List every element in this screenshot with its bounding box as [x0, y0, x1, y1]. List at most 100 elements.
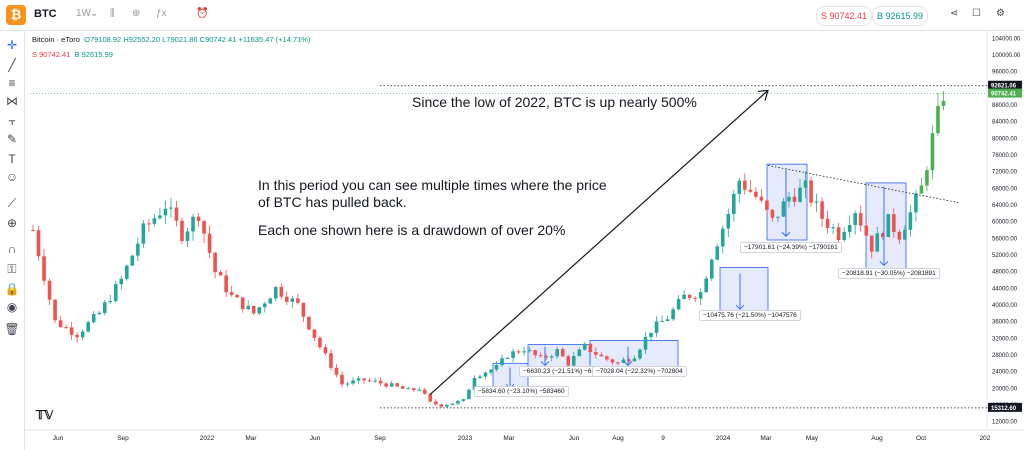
candle-body	[47, 280, 52, 300]
candle-body	[158, 215, 162, 219]
indicators-icon[interactable]: ƒx	[156, 8, 167, 19]
lock-icon[interactable]: 🔒	[4, 282, 20, 296]
y-tick-label: 100000.00	[992, 53, 1021, 59]
candle-body	[389, 383, 394, 387]
body-annotation-3: Each one shown here is a drawdown of ove…	[258, 222, 566, 238]
candle-body	[125, 265, 129, 279]
crosshair-icon[interactable]: ✛	[6, 38, 18, 52]
candle-body	[191, 216, 195, 232]
candle-body	[467, 389, 471, 400]
emoji-icon[interactable]: ☺	[5, 170, 19, 184]
candle-body	[257, 307, 262, 314]
candle-body	[858, 213, 863, 226]
candle-body	[218, 272, 223, 276]
candle-body	[340, 374, 344, 385]
text-icon[interactable]: T	[8, 152, 16, 166]
candle-body	[345, 383, 350, 385]
drawdown-box	[766, 163, 808, 241]
candle-body	[202, 220, 206, 234]
drawdown-label: −20818.91 (−30.05%) −2081891	[838, 268, 940, 279]
drawdown-label: −17901.61 (−24.39%) −1790161	[740, 242, 842, 253]
interval-selector[interactable]: 1W	[76, 8, 91, 19]
settings-gear-icon[interactable]: ⚙	[996, 8, 1005, 19]
chevron-down-icon[interactable]: ⌄	[90, 8, 99, 19]
low-value: L79021.86	[162, 35, 198, 44]
y-tick-label: 12000.00	[992, 420, 1018, 426]
symbol-label[interactable]: BTC	[34, 8, 57, 20]
drawdown-box	[865, 182, 907, 271]
candle-body	[152, 218, 157, 224]
buy-price-button[interactable]: B 92615.99	[872, 6, 928, 26]
candle-body	[583, 343, 587, 350]
body-annotation-1: In this period you can see multiple time…	[258, 177, 607, 193]
candle-body	[549, 356, 554, 358]
candles-icon[interactable]: ⫼	[110, 8, 115, 19]
pattern-icon[interactable]: ⋈	[6, 94, 18, 108]
top-toolbar: ₿ BTC 1W ⌄ ⫼ ⊕ ƒx ⏰ S 90742.41 B 92615.9…	[0, 0, 1024, 31]
fullscreen-icon[interactable]: ☐	[972, 8, 981, 19]
candle-body	[180, 220, 184, 241]
sell-price-button[interactable]: S 90742.41	[816, 6, 872, 26]
x-tick-label: 2023	[458, 435, 473, 442]
measure-icon[interactable]: ⫟	[8, 114, 16, 128]
fib-icon[interactable]: ≡	[8, 76, 16, 90]
candle-body	[798, 187, 802, 202]
candle-body	[417, 389, 422, 391]
candle-body	[936, 105, 940, 134]
price-label-bg	[988, 402, 1022, 412]
candle-body	[864, 225, 869, 236]
drawdown-label: −10475.76 (−21.50%) −1047576	[699, 310, 801, 321]
candle-body	[86, 322, 90, 332]
body-annotation-2: of BTC has pulled back.	[258, 194, 407, 210]
tradingview-logo: 𝕋𝕍	[36, 408, 54, 422]
candle-body	[720, 228, 725, 247]
candle-body	[748, 189, 753, 192]
candle-body	[472, 377, 477, 390]
candle-body	[621, 359, 626, 363]
candle-body	[825, 218, 830, 228]
candle-body	[560, 349, 565, 357]
share-icon[interactable]: ⋖	[950, 8, 959, 19]
zoom-icon[interactable]: ⊕	[6, 216, 18, 230]
x-tick-label: Mar	[503, 435, 515, 442]
candle-body	[395, 383, 399, 387]
candle-body	[538, 355, 543, 357]
candle-body	[31, 230, 35, 231]
trend-line-icon[interactable]: ╱	[8, 58, 16, 72]
y-tick-label: 40000.00	[992, 303, 1018, 309]
drawdown-arrow-head	[540, 361, 550, 367]
sell-legend: S 90742.41	[32, 50, 71, 59]
candle-body	[676, 299, 681, 310]
candle-body	[776, 216, 780, 218]
close-value: C90742.41	[199, 35, 237, 44]
drawdown-label: −7028.04 (−22.32%) −702804	[592, 366, 687, 377]
candle-body	[224, 275, 228, 293]
candle-body	[97, 312, 102, 315]
add-indicator-icon[interactable]: ⊕	[132, 8, 141, 19]
candle-body	[759, 196, 764, 201]
brush-icon[interactable]: ✎	[6, 132, 18, 146]
alert-icon[interactable]: ⏰	[196, 8, 209, 19]
candle-body	[334, 367, 339, 375]
candle-body	[450, 403, 455, 405]
candle-body	[892, 214, 896, 232]
y-tick-label: 36000.00	[992, 320, 1018, 326]
candle-body	[373, 380, 377, 382]
trash-icon[interactable]: 🗑	[4, 322, 20, 336]
candle-body	[141, 223, 146, 244]
candle-body	[494, 365, 499, 370]
growth-arrow-head	[757, 89, 769, 101]
candle-body	[351, 380, 355, 384]
candle-body	[886, 214, 891, 237]
lock-drawings-icon[interactable]: ⚿	[7, 262, 17, 276]
magnet-icon[interactable]: ∩	[7, 242, 17, 256]
ruler-icon[interactable]: ⟋	[7, 196, 17, 210]
y-tick-label: 72000.00	[992, 170, 1018, 176]
candle-body	[108, 301, 113, 303]
drawdown-label: −6630.23 (−21.51%) −663	[519, 366, 603, 377]
candle-body	[919, 185, 924, 194]
x-tick-label: Jun	[310, 435, 321, 442]
eye-icon[interactable]: ◉	[6, 300, 18, 314]
candle-body	[69, 327, 74, 335]
